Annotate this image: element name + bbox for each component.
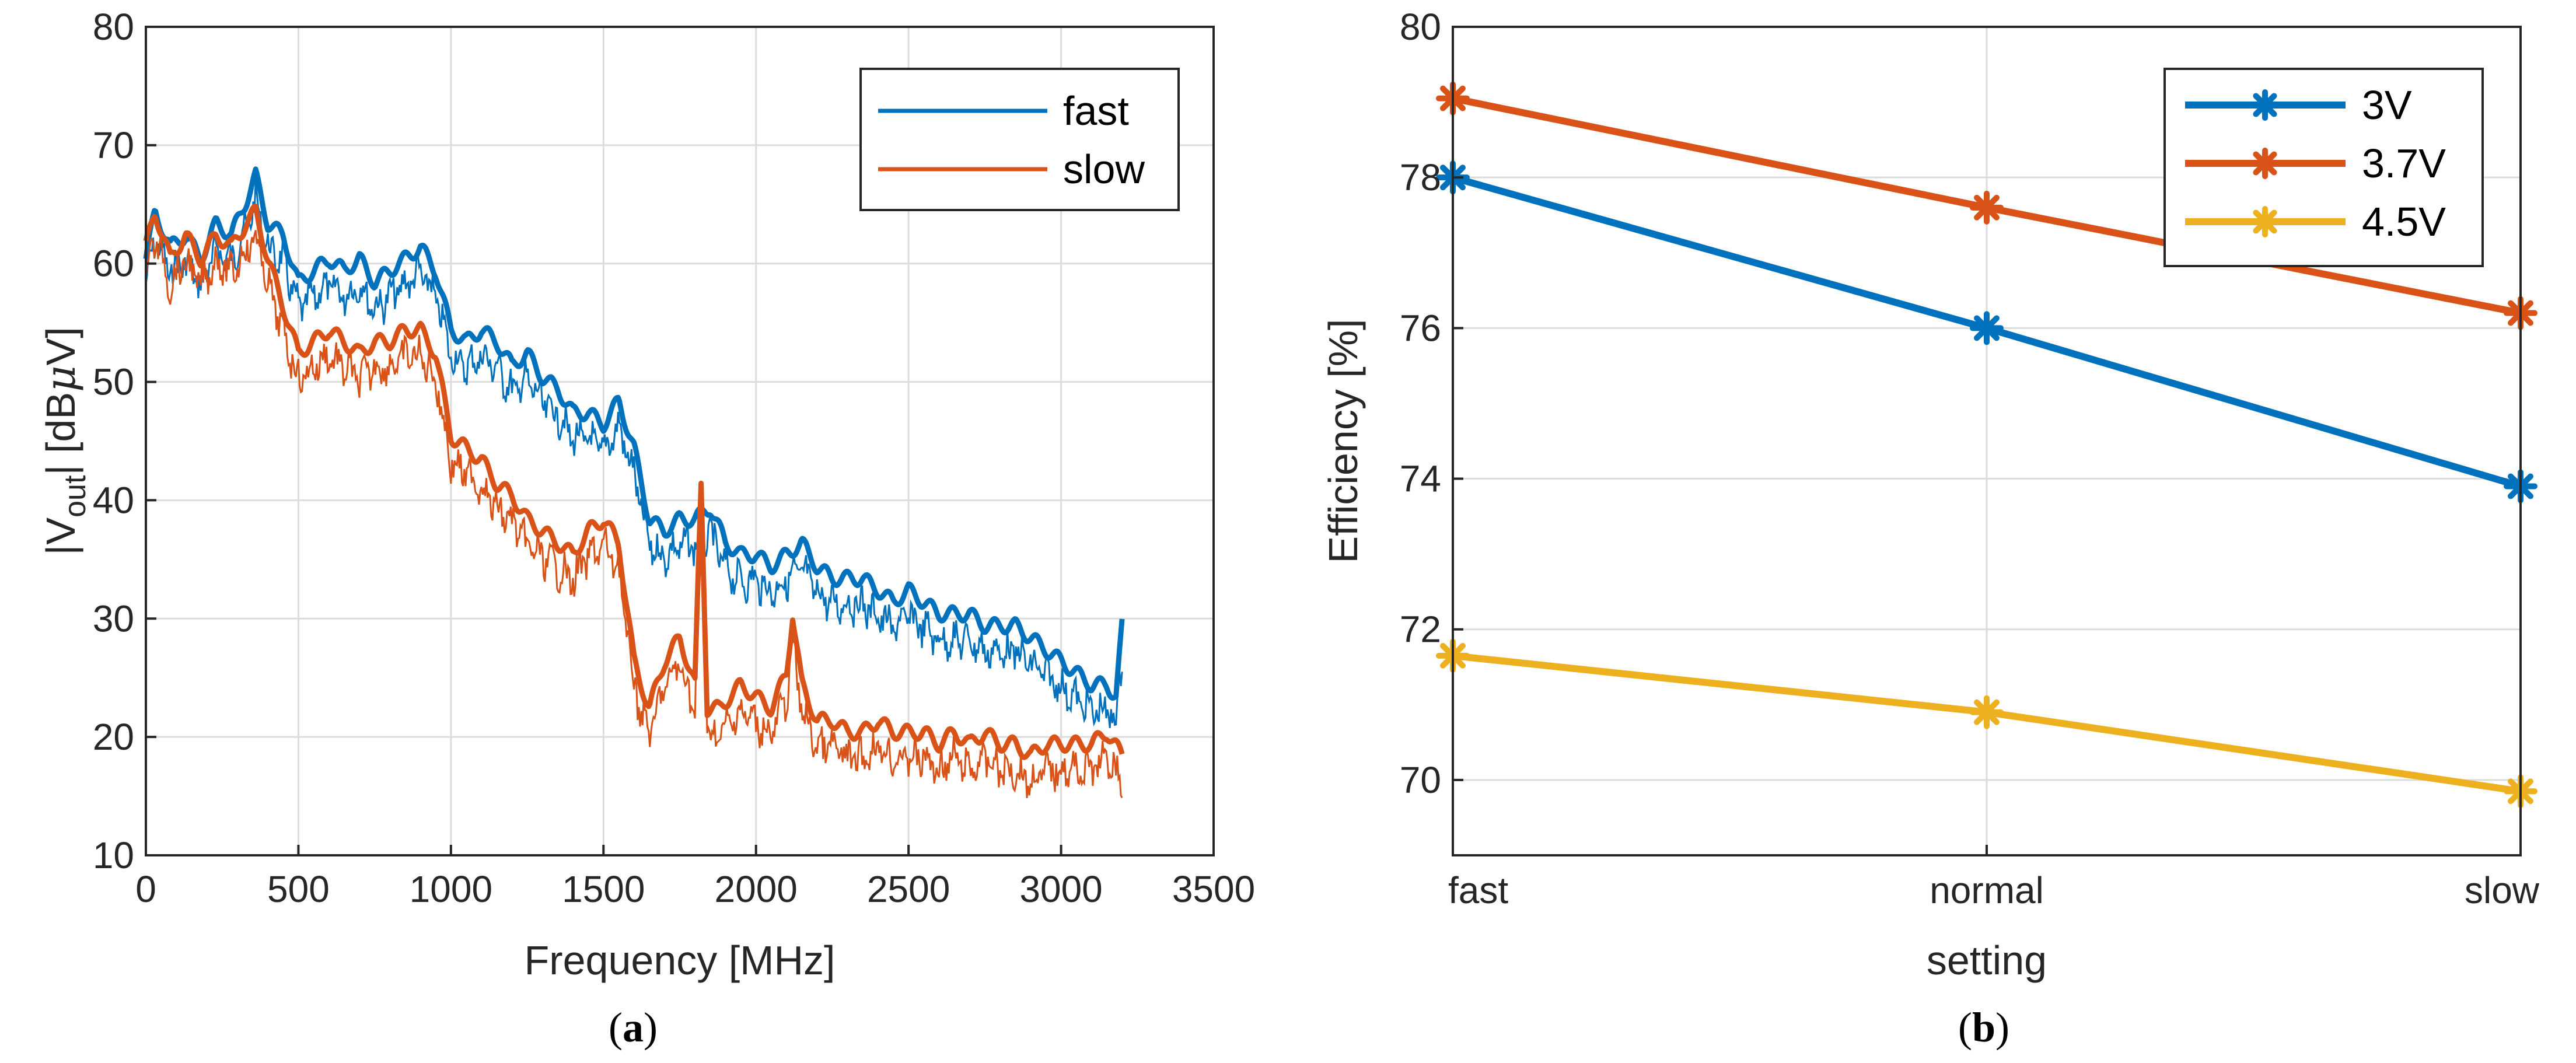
y-tick-label: 40 (93, 479, 134, 521)
legend-marker-4.5V (2249, 206, 2281, 237)
panel-a-series (143, 166, 1125, 799)
y-tick-label: 50 (93, 361, 134, 403)
panel-a-caption: (a) (609, 1004, 658, 1051)
legend-marker-3.7V (2249, 148, 2281, 179)
panel-b-legend: 3V 3.7V 4.5V (2163, 68, 2484, 267)
series-slow-thin-trace (145, 230, 1123, 799)
panel-a-ticks: 0 500 1000 1500 2000 2500 3000 3500 10 20 30 40 50 60… (93, 6, 1255, 910)
y-tick-label: 70 (1400, 759, 1441, 801)
panel-a-legend-box (859, 68, 1180, 211)
panel-a-ylabel: |Vout| [dBμV] (37, 327, 92, 555)
y-tick-label: 76 (1400, 307, 1441, 349)
legend-label-3.7V: 3.7V (2362, 141, 2446, 186)
y-tick-label: 72 (1400, 609, 1441, 651)
y-tick-label: 74 (1400, 458, 1441, 500)
y-tick-label: 80 (93, 6, 134, 48)
series-3V-marker (1970, 311, 2004, 345)
panel-b-ticks: fast normal slow 70 72 74 76 78 80 (1400, 6, 2540, 911)
panel-b-caption: (b) (1958, 1004, 2009, 1051)
series-4.5V-marker (1970, 695, 2004, 729)
x-tick-label: 0 (135, 868, 156, 910)
x-tick-label-normal: normal (1930, 869, 2044, 911)
series-fast-thin-trace (145, 179, 1123, 729)
x-tick-label-fast: fast (1448, 869, 1508, 911)
y-tick-label: 10 (93, 834, 134, 876)
panel-b-ylabel: Efficiency [%] (1320, 319, 1366, 564)
y-tick-label: 60 (93, 243, 134, 285)
x-tick-label: 3000 (1019, 868, 1102, 910)
panel-a-chart: 0 500 1000 1500 2000 2500 3000 3500 10 20 30 40 50 60… (37, 6, 1255, 1051)
panel-b-xlabel: setting (1927, 938, 2047, 983)
y-tick-label: 80 (1400, 6, 1441, 48)
y-tick-label: 70 (93, 124, 134, 166)
panel-a-xlabel: Frequency [MHz] (525, 938, 836, 983)
x-tick-label: 2000 (715, 868, 798, 910)
panel-a-frame (145, 26, 1215, 856)
panel-a-legend: fast slow (859, 68, 1180, 211)
x-tick-label: 2500 (867, 868, 950, 910)
panel-b-chart: fast normal slow 70 72 74 76 78 80 setting Effic… (1320, 6, 2540, 1051)
legend-label-slow: slow (1063, 146, 1145, 192)
x-tick-label: 500 (267, 868, 330, 910)
y-tick-label: 20 (93, 716, 134, 758)
x-tick-label: 3500 (1172, 868, 1255, 910)
legend-label-4.5V: 4.5V (2362, 199, 2446, 244)
x-tick-label: 1500 (562, 868, 645, 910)
y-tick-label: 30 (93, 597, 134, 639)
x-tick-label: 1000 (410, 868, 492, 910)
series-fast-trace (143, 166, 1125, 701)
legend-marker-3V (2249, 89, 2281, 121)
y-tick-label: 78 (1400, 156, 1441, 198)
legend-label-3V: 3V (2362, 82, 2412, 128)
series-3.7V-marker (1970, 190, 2004, 225)
legend-label-fast: fast (1063, 88, 1129, 134)
series-slow-trace (143, 204, 1125, 760)
x-tick-label-slow: slow (2465, 869, 2540, 911)
